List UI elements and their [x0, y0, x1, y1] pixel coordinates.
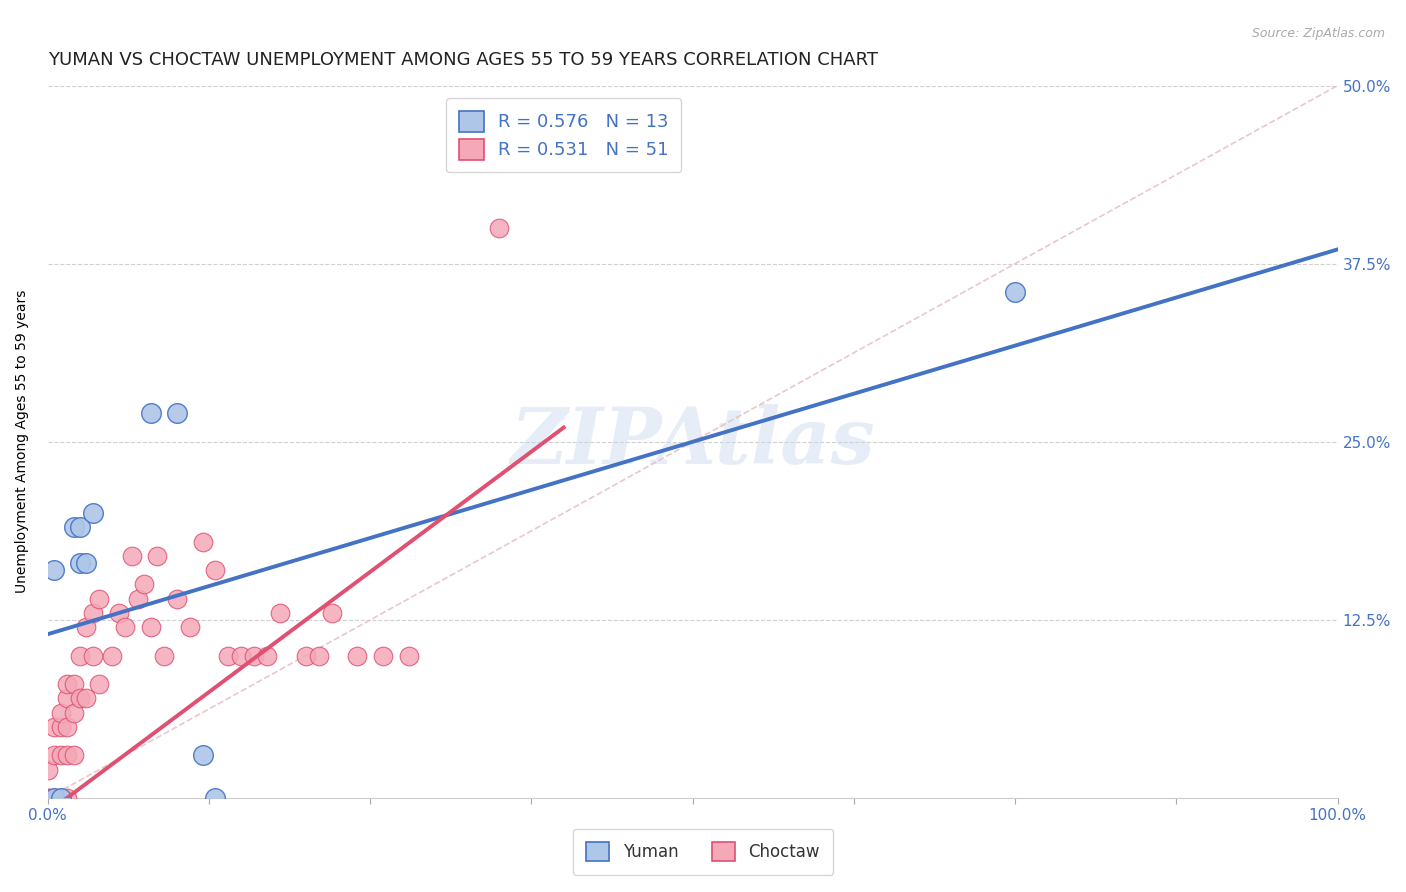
Point: [56, 691, 79, 706]
Point: [179, 620, 201, 634]
Legend: R = 0.576   N = 13, R = 0.531   N = 51: R = 0.576 N = 13, R = 0.531 N = 51: [446, 98, 682, 172]
Point: [269, 606, 291, 620]
Point: [139, 620, 162, 634]
Point: [44, 791, 66, 805]
Legend: Yuman, Choctaw: Yuman, Choctaw: [572, 829, 834, 875]
Point: [243, 648, 266, 663]
Point: [371, 648, 394, 663]
Point: [134, 577, 156, 591]
Point: [256, 648, 278, 663]
Point: [101, 648, 124, 663]
Y-axis label: Unemployment Among Ages 55 to 59 years: Unemployment Among Ages 55 to 59 years: [15, 290, 30, 593]
Point: [121, 549, 143, 563]
Point: [204, 563, 226, 577]
Point: [308, 648, 330, 663]
Point: [44, 563, 66, 577]
Point: [82, 606, 104, 620]
Point: [89, 591, 111, 606]
Point: [82, 648, 104, 663]
Point: [49, 706, 72, 720]
Point: [204, 791, 226, 805]
Point: [69, 556, 91, 570]
Point: [89, 677, 111, 691]
Point: [231, 648, 253, 663]
Text: ZIPAtlas: ZIPAtlas: [510, 403, 875, 480]
Point: [49, 720, 72, 734]
Point: [191, 748, 214, 763]
Point: [398, 648, 420, 663]
Point: [56, 791, 79, 805]
Point: [62, 677, 84, 691]
Point: [191, 534, 214, 549]
Point: [488, 221, 510, 235]
Point: [49, 791, 72, 805]
Point: [321, 606, 343, 620]
Point: [56, 748, 79, 763]
Point: [69, 520, 91, 534]
Point: [82, 506, 104, 520]
Point: [56, 677, 79, 691]
Point: [139, 406, 162, 420]
Point: [346, 648, 368, 663]
Point: [107, 606, 129, 620]
Point: [75, 620, 97, 634]
Point: [75, 691, 97, 706]
Point: [1004, 285, 1026, 300]
Point: [166, 406, 188, 420]
Point: [166, 591, 188, 606]
Point: [69, 691, 91, 706]
Point: [44, 720, 66, 734]
Point: [69, 648, 91, 663]
Point: [56, 720, 79, 734]
Point: [37, 763, 59, 777]
Point: [37, 791, 59, 805]
Text: YUMAN VS CHOCTAW UNEMPLOYMENT AMONG AGES 55 TO 59 YEARS CORRELATION CHART: YUMAN VS CHOCTAW UNEMPLOYMENT AMONG AGES…: [48, 51, 877, 69]
Point: [217, 648, 239, 663]
Point: [146, 549, 169, 563]
Point: [37, 791, 59, 805]
Point: [49, 791, 72, 805]
Point: [114, 620, 136, 634]
Point: [153, 648, 176, 663]
Point: [49, 748, 72, 763]
Point: [44, 748, 66, 763]
Text: Source: ZipAtlas.com: Source: ZipAtlas.com: [1251, 27, 1385, 40]
Point: [44, 791, 66, 805]
Point: [62, 520, 84, 534]
Point: [62, 748, 84, 763]
Point: [75, 556, 97, 570]
Point: [294, 648, 316, 663]
Point: [127, 591, 149, 606]
Point: [62, 706, 84, 720]
